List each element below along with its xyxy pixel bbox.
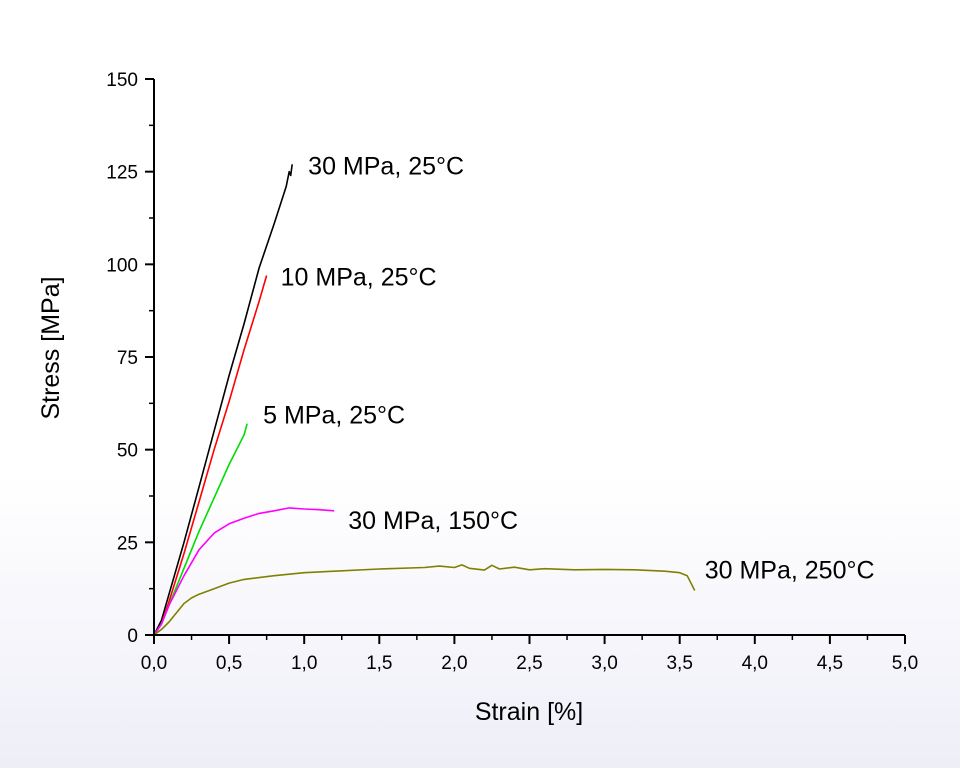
annotation-layer: 30 MPa, 25°C 10 MPa, 25°C 5 MPa, 25°C 30 MP…: [263, 152, 874, 584]
series-line-1: [153, 275, 268, 636]
series-annotation-4: 30 MPa, 250°C: [705, 557, 875, 585]
series-layer: [153, 164, 696, 636]
y-tick-label: 75: [117, 348, 138, 369]
x-tick-label: 2,5: [516, 653, 542, 674]
x-tick-label: 5,0: [892, 653, 918, 674]
series-annotation-2: 5 MPa, 25°C: [263, 402, 405, 430]
x-tick-label: 1,5: [366, 653, 392, 674]
x-tick-label: 0,0: [141, 653, 167, 674]
x-tick-label: 2,0: [441, 653, 467, 674]
x-tick-label: 4,5: [817, 653, 843, 674]
y-tick-label: 100: [106, 255, 138, 276]
axes-layer: 0,0 0,5 1,0 1,5 2,0 2,5 3,0 3,5 4,0 4,5 5,0 0 25 50 75…: [106, 70, 918, 674]
series-annotation-3: 30 MPa, 150°C: [348, 507, 518, 535]
x-axis-title: Strain [%]: [475, 698, 583, 726]
y-tick-label: 0: [127, 626, 138, 647]
x-tick-label: 4,0: [742, 653, 768, 674]
y-tick-label: 50: [117, 441, 138, 462]
y-axis-title: Stress [MPa]: [37, 276, 65, 419]
y-tick-label: 125: [106, 163, 138, 184]
x-tick-label: 3,0: [591, 653, 617, 674]
y-tick-label: 25: [117, 533, 138, 554]
series-line-0: [153, 164, 293, 636]
series-annotation-1: 10 MPa, 25°C: [281, 263, 437, 291]
y-tick-label: 150: [106, 70, 138, 91]
series-line-3: [153, 507, 335, 636]
series-annotation-0: 30 MPa, 25°C: [308, 152, 464, 180]
x-tick-label: 3,5: [666, 653, 692, 674]
x-tick-label: 0,5: [216, 653, 242, 674]
series-line-4: [153, 564, 696, 636]
x-tick-label: 1,0: [291, 653, 317, 674]
